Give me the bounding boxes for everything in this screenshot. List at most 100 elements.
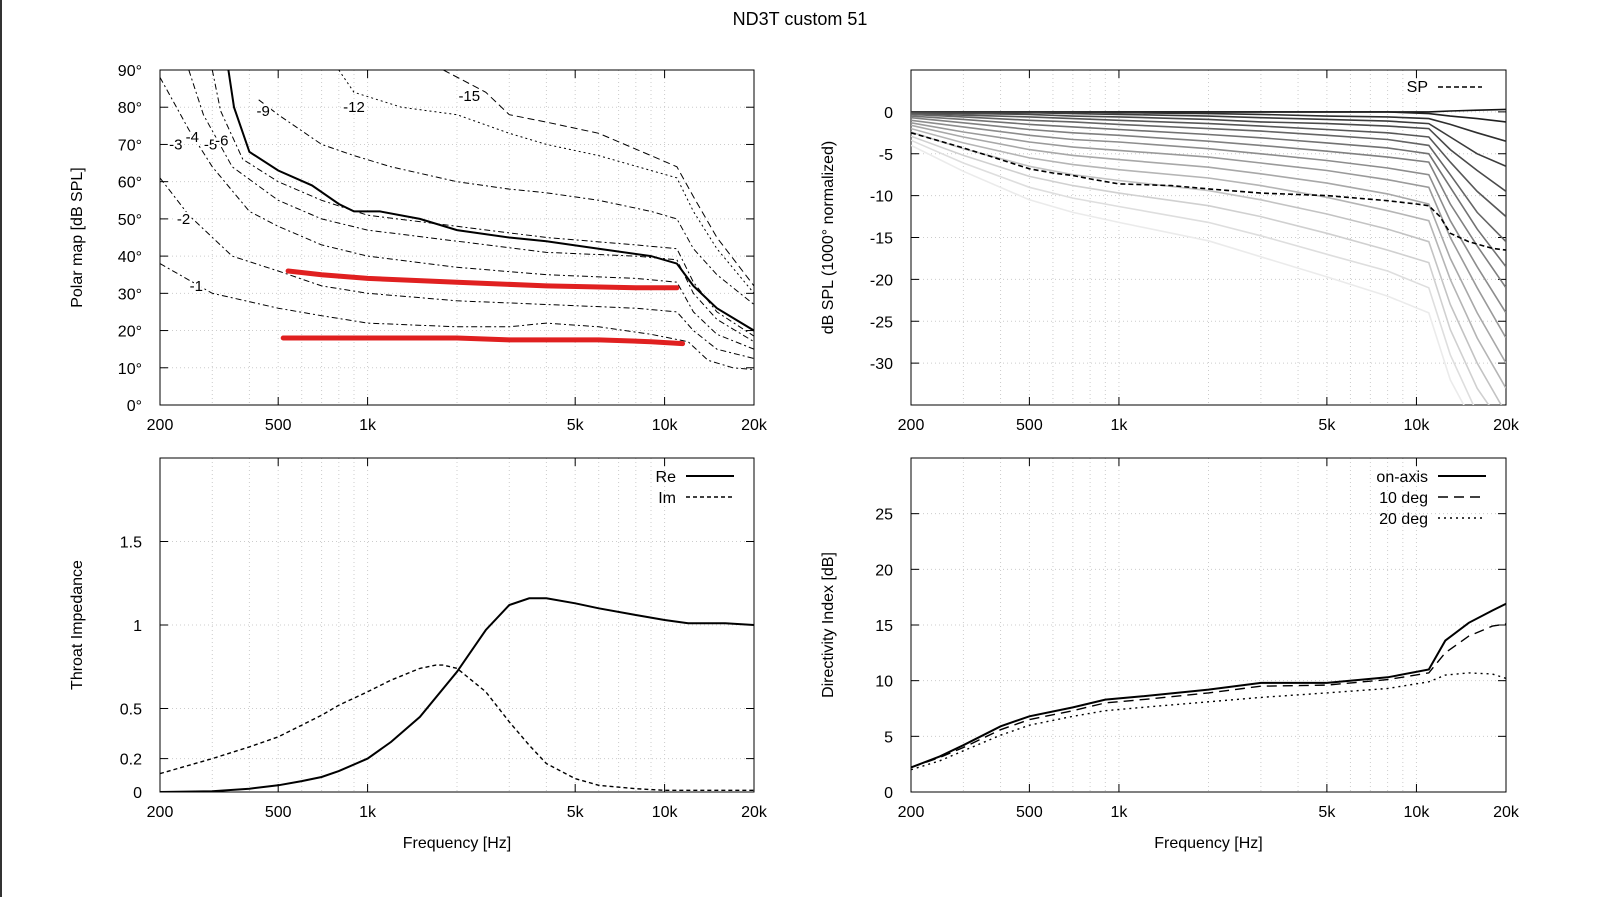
polar-angle-curve — [911, 112, 1506, 218]
x-tick-label: 200 — [147, 804, 174, 821]
x-tick-label: 5k — [567, 417, 585, 434]
contour-label: -12 — [343, 99, 365, 116]
polar-angle-curve — [911, 113, 1506, 243]
contour-label: -4 — [186, 129, 199, 146]
x-tick-label: 10k — [652, 804, 679, 821]
x-tick-label: 20k — [741, 417, 768, 434]
y-tick-label: 0° — [127, 398, 142, 415]
x-axis-label: Frequency [Hz] — [1154, 835, 1262, 852]
plot-frame — [910, 457, 1507, 793]
y-tick-label: 10° — [118, 361, 142, 378]
x-tick-label: 500 — [1016, 804, 1043, 821]
x-tick-label: 5k — [1318, 804, 1336, 821]
y-tick-label: -5 — [879, 147, 893, 164]
series-line-20-deg — [911, 672, 1506, 771]
x-tick-label: 10k — [1404, 417, 1431, 434]
legend-label: Im — [658, 490, 676, 507]
y-tick-label: 60° — [118, 175, 142, 192]
x-tick-label: 500 — [265, 804, 292, 821]
series-line-Re — [160, 597, 754, 792]
y-axis-label: Polar map [dB SPL] — [69, 167, 86, 308]
y-axis-label: dB SPL (1000° normalized) — [820, 141, 837, 334]
y-tick-label: -15 — [870, 231, 893, 248]
y-tick-label: -20 — [870, 272, 893, 289]
plot-area — [160, 597, 754, 792]
x-tick-label: 200 — [898, 417, 925, 434]
polar-angle-curve — [911, 135, 1490, 405]
polar-angle-curve — [911, 131, 1503, 405]
y-tick-label: 30° — [118, 286, 142, 303]
legend-label: 10 deg — [1379, 490, 1428, 507]
plot-area: -1 -2 -3 -4 -5-6 -9 -12 -15 — [160, 70, 754, 371]
polar-angle-curve — [911, 144, 1465, 405]
polar-angle-curve — [911, 111, 1506, 168]
legend-label: on-axis — [1376, 469, 1428, 486]
contour-label: -5 — [204, 136, 217, 153]
x-tick-label: 20k — [1493, 417, 1520, 434]
x-tick-label: 200 — [147, 417, 174, 434]
contour-label: -9 — [256, 103, 269, 120]
contour-line — [160, 77, 754, 350]
y-tick-label: 0 — [884, 785, 893, 802]
contour-line — [227, 70, 754, 332]
contour-label: -3 — [169, 136, 182, 153]
grid — [910, 458, 1507, 793]
y-tick-label: 80° — [118, 100, 142, 117]
x-tick-label: 10k — [652, 417, 679, 434]
y-tick-label: 50° — [118, 212, 142, 229]
y-tick-label: 1.5 — [120, 535, 142, 552]
y-tick-label: 0 — [884, 105, 893, 122]
polar-angle-curve — [911, 124, 1506, 364]
y-tick-label: -10 — [870, 189, 893, 206]
y-tick-label: 0.5 — [120, 702, 142, 719]
contour-line — [160, 177, 754, 359]
figure-title: ND3T custom 51 — [733, 9, 868, 29]
polar-angle-curve — [911, 116, 1506, 289]
red-annotation-line — [285, 268, 680, 291]
directivity-panel: 200 500 1k 5k 10k 20k 0 5 10 15 20 25 Directivity In… — [820, 457, 1520, 852]
impedance-panel: 200 500 1k 5k 10k 20k 0 0.2 0.5 1 1.5 Throat Impeda… — [69, 457, 768, 852]
x-tick-label: 5k — [567, 804, 585, 821]
window-left-border — [0, 0, 2, 897]
polar-angle-curve — [911, 115, 1506, 268]
polar-angle-curve — [911, 122, 1506, 339]
y-tick-label: -25 — [870, 314, 893, 331]
x-tick-label: 10k — [1404, 804, 1431, 821]
y-tick-label: 15 — [875, 618, 893, 635]
plot-area — [911, 602, 1506, 771]
contour-label: -15 — [458, 88, 480, 105]
polar-angle-curve — [911, 127, 1506, 389]
spl-panel: 200 500 1k 5k 10k 20k 0 -5 -10 -15 -20 -25 -30 dB SPL… — [820, 69, 1520, 434]
legend-label: SP — [1407, 79, 1428, 96]
x-tick-label: 1k — [1110, 417, 1128, 434]
contour-label: -6 — [215, 133, 228, 150]
y-tick-label: 20 — [875, 562, 893, 579]
x-tick-label: 500 — [265, 417, 292, 434]
red-annotation-line — [280, 335, 686, 347]
y-tick-label: 20° — [118, 324, 142, 341]
x-tick-label: 1k — [359, 417, 377, 434]
polar-angle-curve — [911, 119, 1506, 314]
x-tick-label: 500 — [1016, 417, 1043, 434]
series-line-on-axis — [911, 602, 1506, 769]
series-line-Im — [160, 664, 754, 791]
x-tick-label: 20k — [741, 804, 768, 821]
contour-label: -1 — [190, 278, 203, 295]
plot-frame — [159, 69, 755, 406]
legend-label: Re — [656, 469, 677, 486]
legend: SP — [1407, 79, 1482, 96]
y-tick-label: 25 — [875, 507, 893, 524]
polar-angle-curve — [911, 139, 1475, 405]
y-tick-label: 40° — [118, 249, 142, 266]
contour-line — [160, 263, 754, 371]
y-tick-label: 0.2 — [120, 752, 142, 769]
y-tick-label: 0 — [133, 785, 142, 802]
contour-line — [211, 70, 754, 337]
y-axis-label: Directivity Index [dB] — [820, 552, 837, 698]
contour-line — [188, 70, 754, 343]
x-tick-label: 1k — [1110, 804, 1128, 821]
x-tick-label: 200 — [898, 804, 925, 821]
legend: Re Im — [656, 469, 734, 507]
plot-area — [911, 108, 1506, 405]
